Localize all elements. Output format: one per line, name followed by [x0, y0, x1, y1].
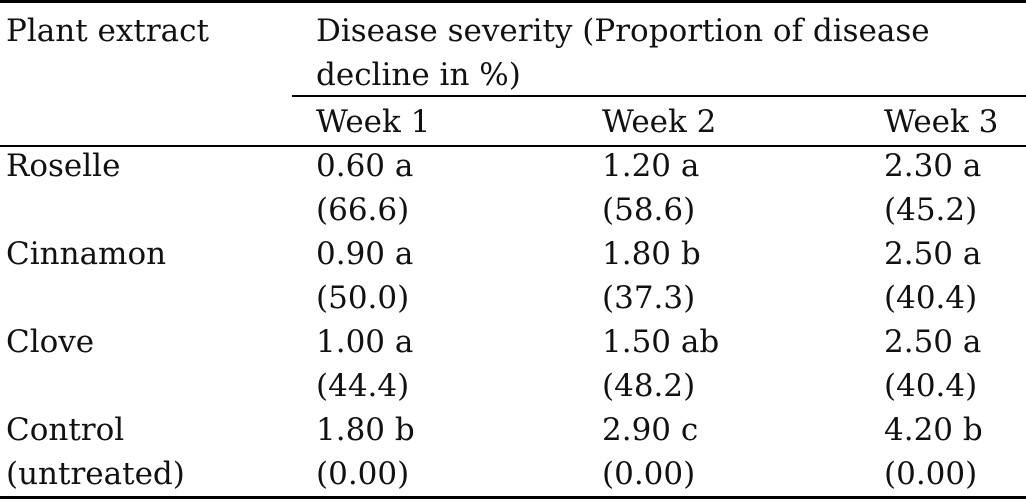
header-bottom-rule — [0, 145, 1026, 147]
row-week-3-cell: 4.20 b (0.00) — [884, 408, 983, 496]
header-week-2: Week 2 — [602, 104, 717, 140]
row-week-3-cell: 2.50 a (40.4) — [884, 320, 981, 408]
decline-percent: (0.00) — [884, 456, 978, 492]
severity-value: 4.20 b — [884, 412, 983, 448]
decline-percent: (58.6) — [602, 192, 696, 228]
severity-value: 1.50 ab — [602, 324, 720, 360]
row-week-1-cell: 1.80 b (0.00) — [316, 408, 415, 496]
row-week-3-cell: 2.50 a (40.4) — [884, 232, 981, 320]
header-week-1: Week 1 — [316, 104, 431, 140]
row-week-1-cell: 0.60 a (66.6) — [316, 144, 413, 232]
severity-value: 2.90 c — [602, 412, 699, 448]
row-week-2-cell: 1.20 a (58.6) — [602, 144, 699, 232]
row-plant-name: Roselle — [6, 148, 121, 184]
severity-value: 1.80 b — [316, 412, 415, 448]
severity-value: 1.20 a — [602, 148, 700, 184]
severity-value: 2.30 a — [884, 148, 982, 184]
decline-percent: (44.4) — [316, 368, 410, 404]
row-plant-name: Cinnamon — [6, 236, 167, 272]
row-plant-name: Control (untreated) — [6, 412, 185, 492]
severity-value: 1.00 a — [316, 324, 414, 360]
row-week-1-cell: 1.00 a (44.4) — [316, 320, 413, 408]
table-top-rule — [0, 0, 1026, 3]
decline-percent: (66.6) — [316, 192, 410, 228]
header-disease-severity: Disease severity (Proportion of disease … — [316, 13, 930, 93]
table-row: Control (untreated) 1.80 b (0.00) 2.90 c… — [0, 408, 1026, 496]
decline-percent: (40.4) — [884, 368, 978, 404]
decline-percent: (0.00) — [602, 456, 696, 492]
severity-value: 0.90 a — [316, 236, 414, 272]
decline-percent: (0.00) — [316, 456, 410, 492]
severity-value: 1.80 b — [602, 236, 701, 272]
decline-percent: (40.4) — [884, 280, 978, 316]
decline-percent: (45.2) — [884, 192, 978, 228]
table-bottom-rule — [0, 496, 1026, 499]
row-week-2-cell: 1.50 ab (48.2) — [602, 320, 719, 408]
table-row: Roselle 0.60 a (66.6) 1.20 a (58.6) 2.30… — [0, 144, 1026, 232]
decline-percent: (48.2) — [602, 368, 696, 404]
table-row: Cinnamon 0.90 a (50.0) 1.80 b (37.3) 2.5… — [0, 232, 1026, 320]
row-week-2-cell: 1.80 b (37.3) — [602, 232, 701, 320]
row-week-1-cell: 0.90 a (50.0) — [316, 232, 413, 320]
header-week-3: Week 3 — [884, 104, 999, 140]
header-plant-extract: Plant extract — [6, 13, 209, 49]
severity-value: 0.60 a — [316, 148, 414, 184]
row-week-2-cell: 2.90 c (0.00) — [602, 408, 698, 496]
row-week-3-cell: 2.30 a (45.2) — [884, 144, 981, 232]
row-plant-name: Clove — [6, 324, 95, 360]
header-span-rule — [292, 95, 1026, 97]
table-row: Clove 1.00 a (44.4) 1.50 ab (48.2) 2.50 … — [0, 320, 1026, 408]
severity-value: 2.50 a — [884, 324, 982, 360]
decline-percent: (50.0) — [316, 280, 410, 316]
severity-value: 2.50 a — [884, 236, 982, 272]
decline-percent: (37.3) — [602, 280, 696, 316]
